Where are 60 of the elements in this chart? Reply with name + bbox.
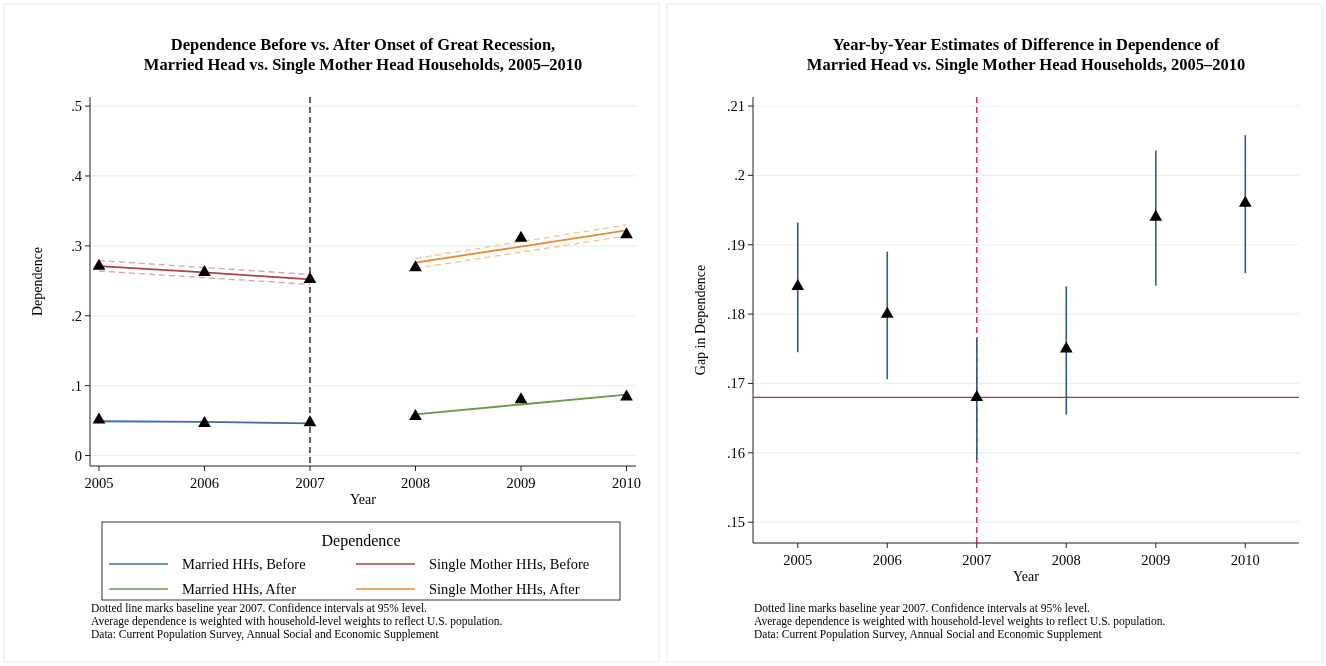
x-tick-label: 2007 [295,475,325,491]
y-tick-label: .16 [726,444,745,461]
chart-title: Dependence Before vs. After Onset of Great Recession, Married Head vs. Single Mother Head Households, 2005–2010 [143,35,583,74]
x-tick-label: 2006 [872,552,902,568]
legend-label: Married HHs, After [182,581,297,597]
chart-title: Year-by-Year Estimates of Difference in Dependence of Married Head vs. Single Mother Head Households, 2005–2010 [806,35,1246,74]
point [1059,341,1073,353]
point [92,412,106,424]
x-tick-label: 2009 [1141,552,1171,568]
x-tick-label: 2009 [506,475,536,491]
y-axis-title: Gap in Dependence [693,264,708,376]
x-tick-label: 2008 [1051,552,1081,568]
y-tick-label: .18 [726,306,745,323]
text: Average dependence is weighted with household-level weights to reflect U.S. population. [754,615,1166,628]
x-axis-title: Year [1013,569,1040,584]
point [514,392,528,404]
text: Dotted line marks baseline year 2007. Confidence intervals at 95% level. [91,602,428,615]
legend-label: Single Mother HHs, Before [429,556,590,572]
point [198,265,211,277]
legend-title: Dependence [321,532,401,550]
point [880,306,894,318]
y-tick-label: .17 [726,375,745,392]
point [514,230,528,242]
text: Data: Current Population Survey, Annual Social and Economic Supplement [91,628,440,641]
y-tick-label: .4 [71,167,83,184]
x-tick-label: 2007 [962,552,992,568]
x-tick-label: 2005 [84,475,114,491]
x-tick-label: 2010 [612,475,641,491]
point [791,279,805,291]
point [620,389,633,401]
point [92,258,106,270]
point [620,227,633,239]
text: Data: Current Population Survey, Annual Social and Economic Supplement [754,628,1103,641]
x-tick-label: 2005 [783,552,813,568]
point [970,390,984,402]
y-tick-label: .15 [726,514,745,531]
point [303,272,317,284]
y-tick-label: .21 [726,98,745,115]
point [303,415,317,427]
y-tick-label: 0 [74,447,82,464]
point [409,260,422,272]
point [409,409,422,421]
text: Dotted line marks baseline year 2007. Confidence intervals at 95% level. [754,602,1091,615]
point [1238,195,1252,207]
y-tick-label: .1 [71,377,82,394]
y-axis-title: Dependence [30,246,45,317]
x-tick-label: 2010 [1230,552,1260,568]
point [198,416,211,428]
y-tick-label: .2 [734,167,745,184]
x-tick-label: 2008 [400,475,430,491]
y-tick-label: .2 [71,307,82,324]
x-axis-title: Year [350,492,377,507]
y-tick-label: .5 [71,98,82,115]
text: Average dependence is weighted with household-level weights to reflect U.S. population. [91,615,503,628]
legend-label: Married HHs, Before [182,556,306,572]
point [1149,209,1163,221]
legend-label: Single Mother HHs, After [429,581,580,597]
y-tick-label: .19 [726,236,745,253]
x-tick-label: 2006 [189,475,219,491]
y-tick-label: .3 [71,237,82,254]
